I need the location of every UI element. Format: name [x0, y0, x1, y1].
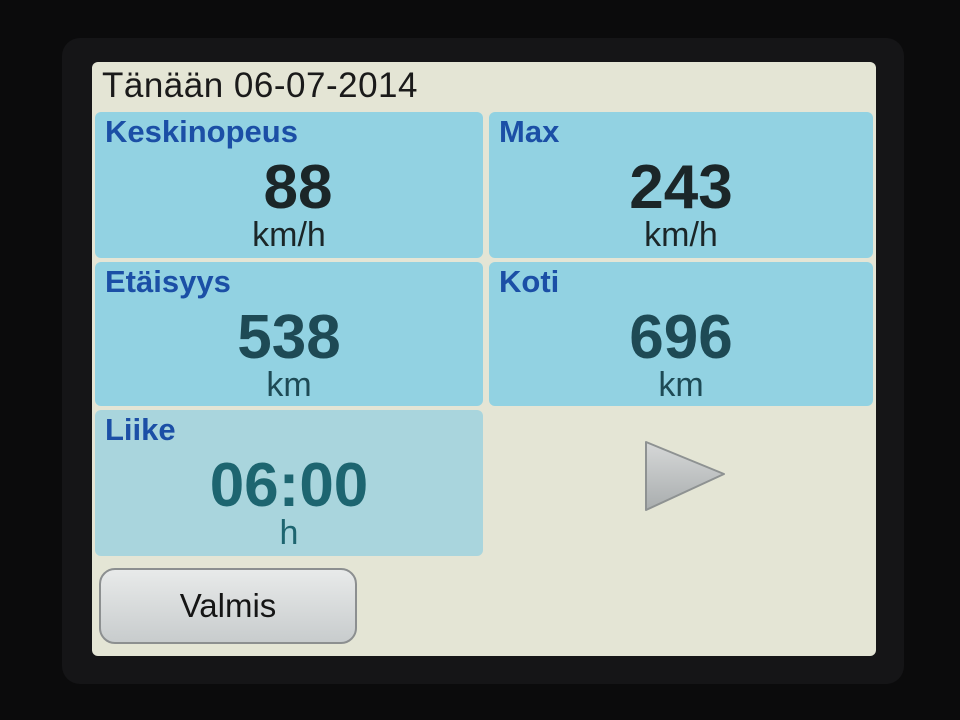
tile-label: Liike: [105, 412, 176, 447]
tile-value: 696: [629, 303, 733, 372]
tile-label: Max: [499, 114, 560, 149]
page-title: Tänään 06-07-2014: [102, 66, 418, 105]
tile-unit: km: [658, 366, 704, 404]
tile-unit: km: [266, 366, 312, 404]
next-page-button[interactable]: [640, 436, 730, 516]
tile-home-distance: Koti 696 km: [489, 262, 873, 406]
tile-distance: Etäisyys 538 km: [95, 262, 483, 406]
triangle-right-icon: [645, 441, 725, 511]
tile-unit: km/h: [644, 216, 718, 254]
tile-unit: h: [279, 514, 299, 552]
tile-average-speed: Keskinopeus 88 km/h: [95, 112, 483, 258]
trip-stats-screen: Tänään 06-07-2014 Keskinopeus 88 km/h Ma…: [92, 62, 876, 656]
tile-value: 538: [237, 303, 341, 372]
tile-label: Etäisyys: [105, 264, 231, 299]
tile-max-speed: Max 243 km/h: [489, 112, 873, 258]
tile-value: 243: [629, 153, 733, 222]
tile-moving-time: Liike 06:00 h: [95, 410, 483, 556]
tile-label: Keskinopeus: [105, 114, 298, 149]
tile-value: 06:00: [209, 451, 369, 520]
tile-value: 88: [263, 153, 333, 222]
tile-label: Koti: [499, 264, 560, 299]
done-button[interactable]: Valmis: [99, 568, 357, 644]
tile-unit: km/h: [252, 216, 326, 254]
